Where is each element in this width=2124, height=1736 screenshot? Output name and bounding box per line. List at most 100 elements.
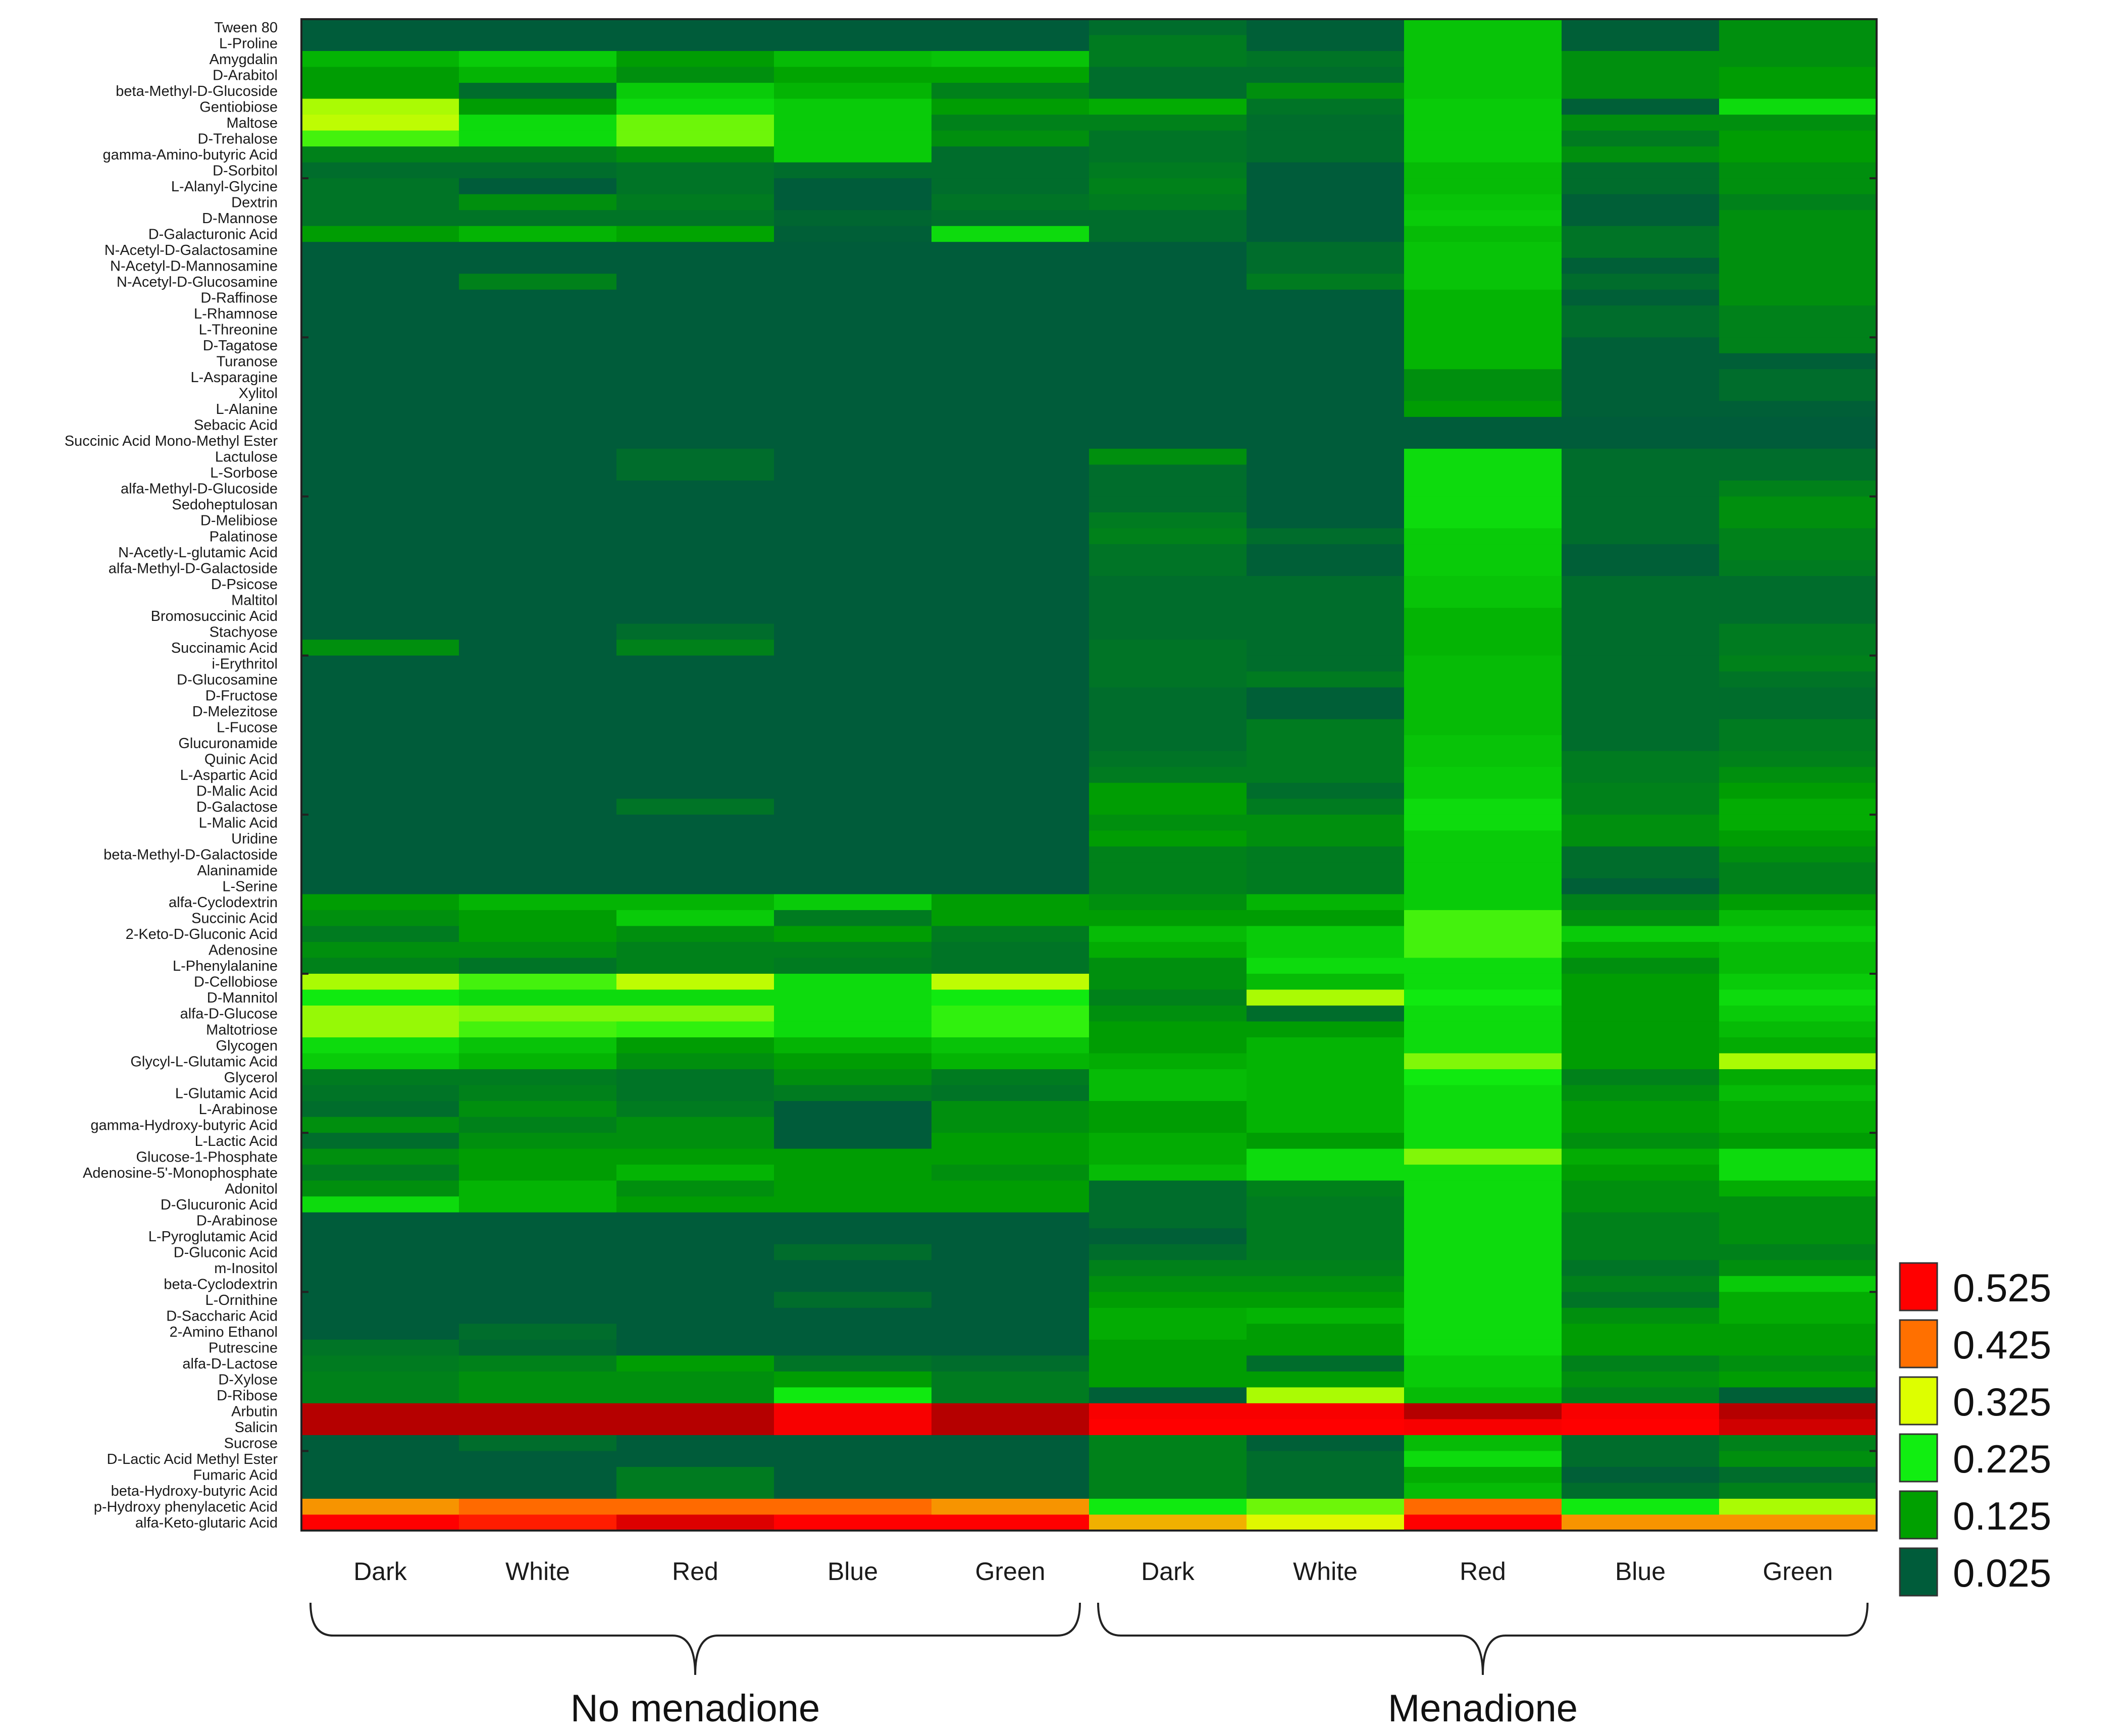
heatmap-cell — [459, 1451, 617, 1467]
heatmap-cell — [459, 130, 617, 147]
heatmap-cell — [459, 337, 617, 354]
heatmap-cell — [1562, 401, 1720, 417]
heatmap-cell — [1562, 1339, 1720, 1356]
heatmap-cell — [459, 194, 617, 211]
heatmap-cell — [931, 1085, 1090, 1101]
heatmap-cell — [774, 671, 932, 688]
heatmap-cell — [1089, 814, 1247, 831]
heatmap-cell — [931, 337, 1090, 354]
heatmap-cell — [1247, 194, 1405, 211]
heatmap-cell — [459, 35, 617, 51]
heatmap-cell — [459, 910, 617, 926]
heatmap-cell — [1562, 1085, 1720, 1101]
heatmap-cell — [1562, 687, 1720, 704]
heatmap-cell — [931, 846, 1090, 863]
heatmap-cell — [1562, 767, 1720, 783]
row-label: L-Phenylalanine — [173, 958, 278, 974]
heatmap-cell — [774, 1466, 932, 1484]
heatmap-cell — [1562, 830, 1720, 847]
heatmap-cell — [1247, 1021, 1405, 1038]
row-label: L-Pyroglutamic Acid — [148, 1229, 278, 1245]
heatmap-cell — [459, 608, 617, 624]
heatmap-cell — [459, 257, 617, 274]
heatmap-cell — [1562, 1419, 1720, 1436]
heatmap-cell — [931, 305, 1090, 322]
row-label: 2-Keto-D-Gluconic Acid — [126, 926, 278, 942]
heatmap-cell — [931, 544, 1090, 561]
heatmap-cell — [301, 19, 459, 36]
heatmap-cell — [301, 115, 459, 131]
heatmap-cell — [1247, 1403, 1405, 1419]
heatmap-cell — [1089, 1244, 1247, 1260]
heatmap-cell — [931, 1403, 1090, 1419]
heatmap-cell — [1404, 640, 1562, 656]
heatmap-cell — [1247, 926, 1405, 942]
heatmap-cell — [1562, 989, 1720, 1006]
heatmap-cell — [1719, 401, 1877, 417]
heatmap-cell — [931, 830, 1090, 847]
heatmap-cell — [1089, 416, 1247, 434]
heatmap-cell — [1404, 321, 1562, 338]
heatmap-cell — [1404, 337, 1562, 354]
heatmap-cell — [1719, 178, 1877, 195]
row-label: Salicin — [235, 1419, 278, 1436]
legend-swatch — [1899, 1376, 1938, 1426]
heatmap-cell — [301, 1244, 459, 1260]
heatmap-cell — [1562, 560, 1720, 576]
heatmap-cell — [459, 1148, 617, 1165]
heatmap-cell — [616, 1148, 774, 1165]
heatmap-cell — [931, 958, 1090, 974]
heatmap-cell — [1089, 910, 1247, 926]
heatmap-cell — [1404, 274, 1562, 290]
heatmap-cell — [931, 353, 1090, 370]
heatmap-cell — [301, 67, 459, 83]
heatmap-cell — [616, 1307, 774, 1324]
heatmap-cell — [459, 989, 617, 1006]
heatmap-cell — [1562, 1165, 1720, 1181]
heatmap-cell — [1562, 257, 1720, 274]
heatmap-cell — [1719, 1276, 1877, 1292]
heatmap-cell — [1089, 353, 1247, 370]
column-label: Dark — [1141, 1557, 1195, 1586]
row-label: Adenosine — [209, 942, 278, 959]
heatmap-cell — [931, 1307, 1090, 1324]
heatmap-cell — [1562, 719, 1720, 735]
heatmap-cell — [1562, 782, 1720, 799]
legend-label: 0.325 — [1953, 1380, 2051, 1424]
heatmap-cell — [931, 1021, 1090, 1038]
heatmap-cell — [1247, 1387, 1405, 1404]
row-label: D-Mannose — [202, 211, 278, 227]
heatmap-cell — [1719, 464, 1877, 481]
heatmap-cell — [1089, 242, 1247, 258]
heatmap-cell — [301, 1212, 459, 1229]
heatmap-cell — [1562, 1514, 1720, 1531]
heatmap-cell — [1562, 369, 1720, 386]
heatmap-cell — [301, 1133, 459, 1149]
heatmap-cell — [1404, 941, 1562, 959]
heatmap-cell — [301, 1387, 459, 1404]
heatmap-cell — [1247, 687, 1405, 704]
heatmap-cell — [1719, 655, 1877, 672]
row-label: D-Trehalose — [198, 131, 278, 147]
heatmap-cell — [1247, 416, 1405, 434]
row-label: D-Gluconic Acid — [174, 1245, 278, 1261]
row-label: D-Galactose — [196, 799, 278, 815]
heatmap-cell — [774, 496, 932, 513]
heatmap-cell — [931, 289, 1090, 306]
heatmap-cell — [1562, 274, 1720, 290]
heatmap-cell — [1404, 433, 1562, 449]
heatmap-cell — [931, 416, 1090, 434]
heatmap-cell — [1247, 830, 1405, 847]
heatmap-cell — [459, 687, 617, 704]
heatmap-cell — [1089, 941, 1247, 959]
heatmap-cell — [1719, 1228, 1877, 1245]
heatmap-cell — [1562, 1101, 1720, 1118]
heatmap-cell — [1404, 289, 1562, 306]
heatmap-cell — [1089, 1148, 1247, 1165]
group-brace — [309, 1602, 1081, 1675]
heatmap-cell — [1247, 846, 1405, 863]
heatmap-cell — [774, 1069, 932, 1086]
heatmap-cell — [774, 751, 932, 767]
heatmap-cell — [301, 767, 459, 783]
heatmap-cell — [1404, 560, 1562, 576]
